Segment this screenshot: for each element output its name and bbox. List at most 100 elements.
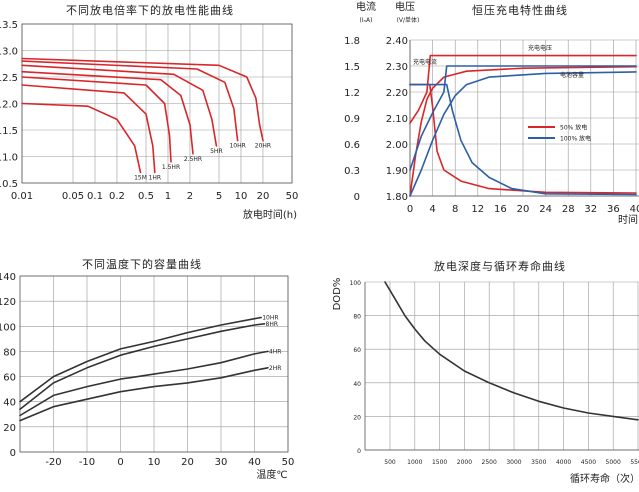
x-tick-label: 3500 — [531, 459, 546, 466]
x-tick-label: 1500 — [432, 459, 447, 466]
x-tick-label: 2500 — [482, 459, 497, 466]
series-line — [409, 65, 637, 197]
voltage-tick-label: 2.10 — [386, 114, 408, 125]
voltage-tick-label: 1.80 — [386, 192, 408, 203]
current-tick-label: 0.9 — [344, 114, 360, 125]
x-tick-label: 500 — [384, 459, 396, 466]
x-tick-label: 20 — [181, 457, 194, 468]
series-label: 10HR — [262, 314, 278, 321]
y-tick-label: 0 — [357, 448, 361, 455]
series-line-4HR — [19, 350, 269, 417]
x-tick-label: 3000 — [506, 459, 521, 466]
y-axis-label: DOD% — [332, 278, 343, 311]
series-line-10HR — [19, 316, 262, 403]
voltage-tick-label: 2.20 — [386, 88, 408, 99]
x-tick-label: 0.2 — [109, 191, 125, 202]
x-tick-label: -10 — [79, 457, 95, 468]
legend-label: 100% 放电 — [560, 135, 591, 143]
y-tick-label: 80 — [3, 347, 16, 358]
y-tick-label: 12.5 — [0, 73, 18, 84]
y-tick-label: 40 — [3, 398, 16, 409]
x-tick-label: 36 — [607, 204, 620, 215]
y-tick-label: 11.0 — [0, 153, 18, 164]
x-tick-label: 8 — [452, 204, 458, 215]
y-tick-label: 100 — [0, 322, 16, 333]
series-line-2HR — [19, 367, 269, 422]
x-tick-label: 20 — [257, 191, 270, 202]
series-line-8HR — [19, 323, 266, 411]
x-tick-label: 0 — [407, 204, 413, 215]
x-axis-label: 时间 — [618, 213, 638, 226]
x-tick-label: 5000 — [606, 459, 621, 466]
y-tick-label: 20 — [3, 423, 16, 434]
chart-capacity-temperature: 不同温度下的容量曲线 140 120 100 80 60 40 20 0 -20 -10 0 10 20 3… — [0, 257, 294, 481]
y-tick-label: 60 — [353, 347, 361, 354]
series-line-0.6C — [21, 76, 172, 163]
chart-dod-cycle-life: 放电深度与循环寿命曲线 DOD% 100 80 60 40 20 0 500 1000 1500 20… — [332, 259, 639, 485]
chart-4-title: 放电深度与循环寿命曲线 — [434, 259, 566, 273]
series-line-0.2C — [21, 64, 218, 147]
series-label: 1HR — [149, 174, 162, 181]
x-tick-label: 0.1 — [87, 191, 103, 202]
annotation-charge-voltage: 充电电压 — [528, 44, 552, 52]
current-tick-label: 1.5 — [344, 62, 360, 73]
voltage-tick-label: 2.40 — [386, 36, 408, 47]
x-tick-label: 0.5 — [138, 191, 154, 202]
y-tick-label: 0 — [10, 448, 16, 459]
current-tick-label: 0 — [354, 192, 360, 203]
x-tick-label: 0.05 — [62, 191, 84, 202]
x-tick-label: 0.01 — [11, 191, 33, 202]
y-right-axis-unit: (V/单体) — [397, 16, 420, 24]
x-tick-label: 2000 — [457, 459, 472, 466]
current-tick-label: 0.3 — [344, 166, 360, 177]
y-left-axis-unit: (IₙA) — [360, 17, 373, 24]
x-tick-label: 32 — [584, 204, 597, 215]
chart-3-title: 不同温度下的容量曲线 — [82, 257, 202, 271]
y-tick-label: 100 — [350, 280, 362, 287]
y-tick-label: 13.5 — [0, 20, 18, 31]
y-tick-label: 80 — [353, 314, 361, 321]
series-line-0.05C — [21, 57, 264, 142]
series-label: 4HR — [269, 348, 282, 355]
x-tick-label: 40 — [630, 204, 639, 215]
x-tick-label: 2 — [187, 191, 193, 202]
x-tick-label: 5500 — [630, 459, 639, 466]
annotation-charge-current: 充电电流 — [413, 58, 437, 66]
annotation-capacity: 电池容量 — [560, 71, 584, 79]
current-tick-label: 1.8 — [344, 36, 360, 47]
y-tick-label: 60 — [3, 373, 16, 384]
x-tick-label: 0 — [117, 457, 123, 468]
series-label: 2.5HR — [184, 156, 202, 163]
x-axis-label: 循环寿命（次） — [570, 472, 639, 485]
current-tick-label: 1.2 — [344, 88, 360, 99]
series-label: 15M — [134, 174, 147, 181]
chart-2-title: 恒压充电特性曲线 — [472, 3, 568, 17]
series-line — [409, 83, 637, 196]
series-line-0.1C — [21, 60, 239, 142]
series-label: 8HR — [266, 321, 279, 328]
series-line — [409, 71, 637, 197]
legend-label: 50% 放电 — [560, 124, 587, 132]
x-tick-label: 5 — [216, 191, 222, 202]
x-axis-label: 温度℃ — [256, 468, 287, 481]
x-tick-label: 10 — [235, 191, 248, 202]
x-tick-label: 10 — [148, 457, 161, 468]
y-tick-label: 140 — [0, 272, 16, 283]
y-tick-label: 120 — [0, 297, 16, 308]
y-tick-label: 20 — [353, 414, 361, 421]
plot-frame — [19, 275, 289, 453]
series-line-3C — [21, 102, 142, 174]
series-line-1C — [21, 84, 156, 174]
series-label: 10HR — [229, 143, 245, 150]
y-tick-label: 11.5 — [0, 126, 18, 137]
x-tick-label: 24 — [539, 204, 552, 215]
x-tick-label: 12 — [471, 204, 484, 215]
chart-discharge-rate: 不同放电倍率下的放电性能曲线13.513.012.512.011.511.010… — [0, 3, 298, 221]
x-tick-label: 30 — [215, 457, 228, 468]
chart-1-title: 不同放电倍率下的放电性能曲线 — [66, 3, 234, 17]
series-label: 5HR — [210, 148, 223, 155]
x-tick-label: -20 — [45, 457, 61, 468]
voltage-tick-label: 2.00 — [386, 140, 408, 151]
x-tick-label: 20 — [517, 204, 530, 215]
y-left-axis-label: 电流 — [356, 0, 376, 13]
